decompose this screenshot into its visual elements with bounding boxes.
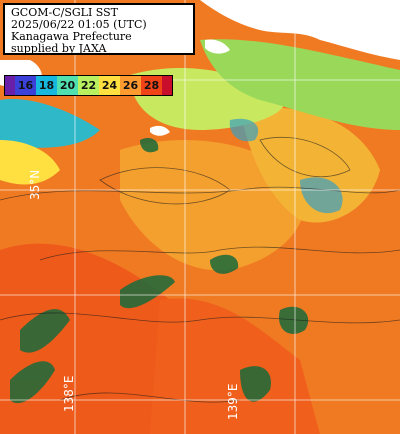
provider-credit: supplied by JAXA [11,42,107,55]
legend-cap-low [5,76,15,95]
grid-label-lat: 35°N [28,169,42,200]
color-legend: 16 18 20 22 24 26 28 [4,75,173,96]
product-name: GCOM-C/SGLI SST [11,6,119,19]
legend-cell: 20 [57,76,78,95]
coastal-water-yellow [0,140,60,185]
observation-time: 2025/06/22 01:05 (UTC) [11,18,147,31]
teal-filaments [229,118,343,214]
land-peninsula [205,39,230,54]
cool-filaments [10,138,309,404]
legend-cell: 26 [120,76,141,95]
cool-water-region-center [120,140,306,271]
region-name: Kanagawa Prefecture [11,30,132,43]
legend-cell: 22 [78,76,99,95]
map-info-box: GCOM-C/SGLI SST 2025/06/22 01:05 (UTC) K… [3,3,195,55]
legend-cell: 18 [36,76,57,95]
land-kanagawa [200,0,400,60]
grid-label-lon-right: 139°E [226,383,240,421]
land-island-small [150,125,170,136]
legend-cell: 24 [99,76,120,95]
cool-water-region-east [240,107,380,223]
coastal-water-bay [200,39,400,131]
grid-label-lon-left: 138°E [62,375,76,413]
legend-cell: 16 [15,76,36,95]
legend-cap-high [162,76,172,95]
legend-cell: 28 [141,76,162,95]
sst-contours [0,136,400,403]
